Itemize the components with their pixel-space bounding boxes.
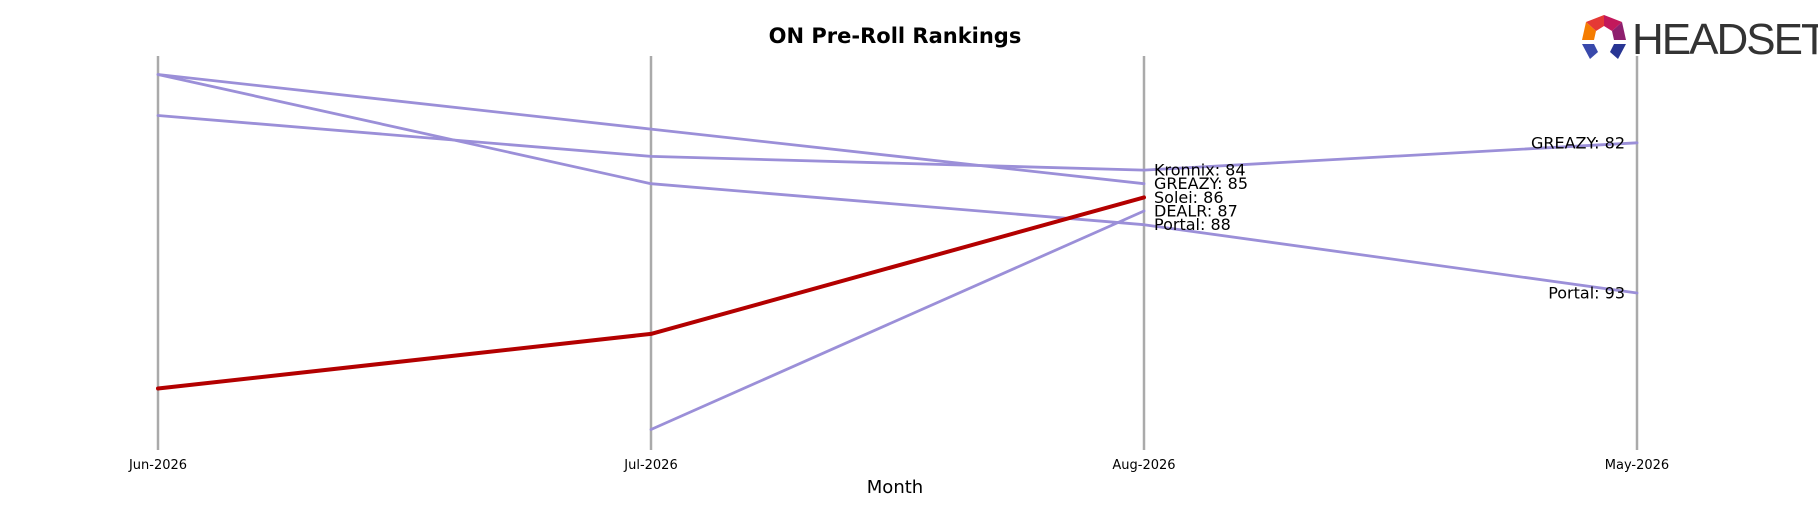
series-line-solei [156,195,1146,391]
chart-title: ON Pre-Roll Rankings [769,24,1022,48]
value-label-portal-may-2026: Portal: 93 [1548,283,1625,302]
x-axis-label: Month [867,477,923,498]
value-label-portal-aug-2026: Portal: 88 [1154,215,1231,234]
headset-logo-mark [1582,15,1626,59]
value-label-greazy-aug-2026: GREAZY: 85 [1154,174,1248,193]
series-lines [156,73,1639,431]
value-label-solei-aug-2026: Solei: 86 [1154,188,1224,207]
series-line-dealr [649,209,1146,431]
series-line-portal [156,73,1639,295]
month-axes [156,56,1639,450]
x-tick-labels: Jun-2026 Jul-2026 Aug-2026 May-2026 [128,458,1669,473]
value-label-dealr-aug-2026: DEALR: 87 [1154,202,1238,221]
x-tick-jun-2026: Jun-2026 [128,458,187,473]
x-tick-may-2026: May-2026 [1605,458,1669,473]
series-line-greazy [156,114,1639,172]
value-label-greazy-may-2026: GREAZY: 82 [1531,133,1625,152]
x-tick-jul-2026: Jul-2026 [623,458,677,473]
value-label-kronnix-aug-2026: Kronnix: 84 [1154,161,1246,180]
headset-logo: HEADSET [1582,15,1818,64]
headset-logo-text: HEADSET [1632,15,1818,64]
x-tick-aug-2026: Aug-2026 [1112,458,1175,473]
series-line-kronnix [156,73,1146,186]
